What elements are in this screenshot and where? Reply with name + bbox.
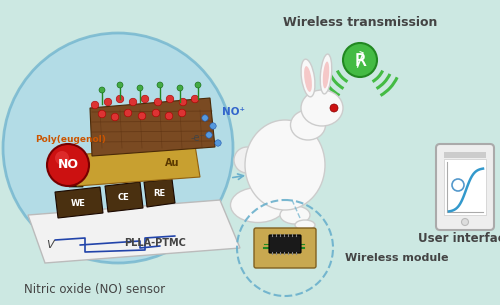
Bar — [444, 152, 486, 158]
Polygon shape — [90, 98, 215, 156]
Ellipse shape — [301, 59, 315, 97]
Circle shape — [330, 104, 338, 112]
Circle shape — [47, 144, 89, 186]
Circle shape — [206, 132, 212, 138]
Circle shape — [210, 123, 216, 129]
Circle shape — [137, 85, 143, 91]
Text: -e⁻: -e⁻ — [190, 133, 206, 143]
Text: Poly(eugenol): Poly(eugenol) — [35, 135, 106, 145]
Bar — [444, 159, 486, 215]
Ellipse shape — [304, 66, 312, 92]
Polygon shape — [28, 200, 240, 263]
Circle shape — [104, 98, 112, 106]
Polygon shape — [151, 158, 166, 178]
Circle shape — [178, 109, 186, 117]
Circle shape — [111, 113, 119, 121]
Polygon shape — [75, 145, 200, 186]
Text: NO⁺: NO⁺ — [222, 107, 245, 117]
Circle shape — [177, 85, 183, 91]
Circle shape — [343, 43, 377, 77]
Ellipse shape — [230, 188, 285, 223]
Text: Au: Au — [165, 158, 179, 168]
Circle shape — [99, 87, 105, 93]
Polygon shape — [55, 187, 103, 218]
Circle shape — [91, 101, 99, 109]
Circle shape — [117, 82, 123, 88]
Circle shape — [154, 98, 162, 106]
Circle shape — [157, 82, 163, 88]
Polygon shape — [105, 182, 143, 212]
Text: PLLA-PTMC: PLLA-PTMC — [124, 238, 186, 248]
Circle shape — [166, 95, 174, 103]
Ellipse shape — [295, 220, 315, 230]
Circle shape — [138, 112, 146, 120]
Circle shape — [129, 98, 137, 106]
Text: Wireless transmission: Wireless transmission — [283, 16, 437, 28]
Text: Wireless module: Wireless module — [345, 253, 449, 263]
FancyBboxPatch shape — [436, 144, 494, 230]
Text: ℟: ℟ — [354, 51, 366, 69]
Circle shape — [3, 33, 233, 263]
Polygon shape — [69, 167, 84, 187]
Circle shape — [195, 82, 201, 88]
Text: CE: CE — [118, 193, 130, 203]
Polygon shape — [115, 161, 130, 181]
Circle shape — [215, 140, 221, 146]
Text: V: V — [46, 240, 54, 250]
Text: Nitric oxide (NO) sensor: Nitric oxide (NO) sensor — [24, 284, 166, 296]
Circle shape — [141, 95, 149, 103]
Circle shape — [98, 110, 106, 118]
Polygon shape — [144, 179, 175, 207]
Ellipse shape — [320, 54, 332, 94]
FancyBboxPatch shape — [269, 235, 301, 253]
Ellipse shape — [280, 206, 310, 224]
Circle shape — [165, 112, 173, 120]
Circle shape — [152, 109, 160, 117]
Ellipse shape — [323, 62, 329, 88]
Text: User interface: User interface — [418, 231, 500, 245]
Text: WE: WE — [70, 199, 86, 209]
Circle shape — [234, 147, 260, 173]
Circle shape — [202, 115, 208, 121]
Text: NO: NO — [58, 159, 78, 171]
Circle shape — [116, 95, 124, 103]
Circle shape — [179, 98, 187, 106]
Circle shape — [462, 218, 468, 225]
Circle shape — [191, 95, 199, 103]
Circle shape — [124, 109, 132, 117]
FancyBboxPatch shape — [254, 228, 316, 268]
Ellipse shape — [301, 90, 343, 126]
Ellipse shape — [245, 120, 325, 210]
Circle shape — [55, 151, 69, 165]
Ellipse shape — [290, 110, 326, 140]
Text: RE: RE — [153, 189, 165, 199]
